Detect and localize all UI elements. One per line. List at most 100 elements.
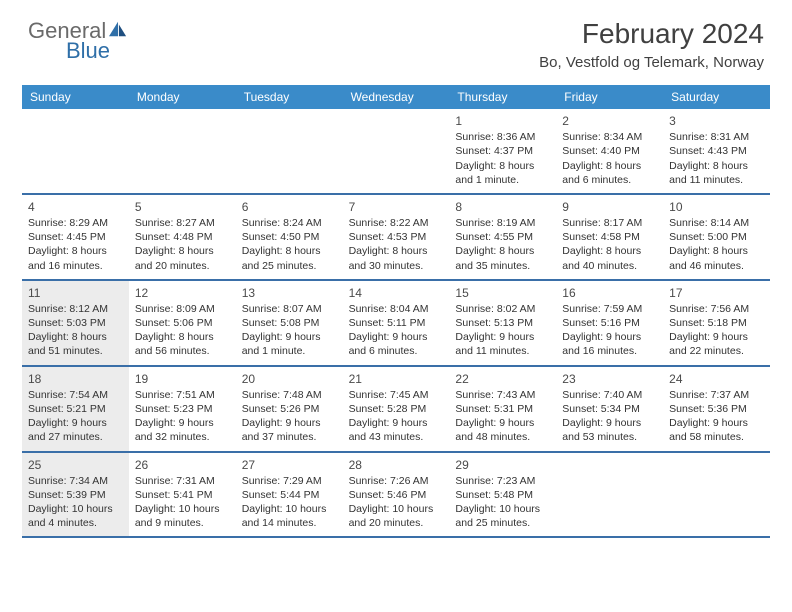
daylight-text: Daylight: 10 hours	[242, 502, 337, 516]
daylight-text: Daylight: 10 hours	[349, 502, 444, 516]
sunrise-text: Sunrise: 7:45 AM	[349, 388, 444, 402]
sunset-text: Sunset: 5:00 PM	[669, 230, 764, 244]
daylight-text: and 25 minutes.	[242, 259, 337, 273]
day-cell: 2Sunrise: 8:34 AMSunset: 4:40 PMDaylight…	[556, 109, 663, 193]
daylight-text: and 14 minutes.	[242, 516, 337, 530]
daylight-text: Daylight: 10 hours	[135, 502, 230, 516]
day-number: 18	[28, 371, 123, 387]
weekday-header: Tuesday	[236, 85, 343, 109]
sunrise-text: Sunrise: 8:31 AM	[669, 130, 764, 144]
weekday-header: Monday	[129, 85, 236, 109]
day-cell: 12Sunrise: 8:09 AMSunset: 5:06 PMDayligh…	[129, 281, 236, 365]
day-cell: 13Sunrise: 8:07 AMSunset: 5:08 PMDayligh…	[236, 281, 343, 365]
day-cell: 21Sunrise: 7:45 AMSunset: 5:28 PMDayligh…	[343, 367, 450, 451]
sail-icon	[108, 20, 128, 43]
day-cell	[343, 109, 450, 193]
sunrise-text: Sunrise: 8:34 AM	[562, 130, 657, 144]
daylight-text: and 22 minutes.	[669, 344, 764, 358]
day-cell: 16Sunrise: 7:59 AMSunset: 5:16 PMDayligh…	[556, 281, 663, 365]
day-number: 26	[135, 457, 230, 473]
sunrise-text: Sunrise: 7:54 AM	[28, 388, 123, 402]
day-number: 24	[669, 371, 764, 387]
sunrise-text: Sunrise: 8:17 AM	[562, 216, 657, 230]
day-number: 8	[455, 199, 550, 215]
day-number: 13	[242, 285, 337, 301]
daylight-text: and 9 minutes.	[135, 516, 230, 530]
daylight-text: Daylight: 9 hours	[455, 416, 550, 430]
day-cell: 20Sunrise: 7:48 AMSunset: 5:26 PMDayligh…	[236, 367, 343, 451]
daylight-text: and 32 minutes.	[135, 430, 230, 444]
sunrise-text: Sunrise: 8:04 AM	[349, 302, 444, 316]
daylight-text: and 1 minute.	[455, 173, 550, 187]
day-number: 5	[135, 199, 230, 215]
daylight-text: Daylight: 8 hours	[669, 159, 764, 173]
daylight-text: and 51 minutes.	[28, 344, 123, 358]
sunset-text: Sunset: 5:16 PM	[562, 316, 657, 330]
sunset-text: Sunset: 5:11 PM	[349, 316, 444, 330]
sunset-text: Sunset: 5:26 PM	[242, 402, 337, 416]
daylight-text: Daylight: 9 hours	[242, 416, 337, 430]
day-cell: 15Sunrise: 8:02 AMSunset: 5:13 PMDayligh…	[449, 281, 556, 365]
sunrise-text: Sunrise: 7:56 AM	[669, 302, 764, 316]
sunset-text: Sunset: 5:13 PM	[455, 316, 550, 330]
day-cell	[663, 453, 770, 537]
day-cell: 19Sunrise: 7:51 AMSunset: 5:23 PMDayligh…	[129, 367, 236, 451]
sunset-text: Sunset: 5:48 PM	[455, 488, 550, 502]
day-number: 25	[28, 457, 123, 473]
sunrise-text: Sunrise: 7:59 AM	[562, 302, 657, 316]
title-block: February 2024 Bo, Vestfold og Telemark, …	[539, 18, 764, 71]
sunrise-text: Sunrise: 8:22 AM	[349, 216, 444, 230]
daylight-text: Daylight: 8 hours	[28, 244, 123, 258]
daylight-text: Daylight: 8 hours	[349, 244, 444, 258]
daylight-text: and 53 minutes.	[562, 430, 657, 444]
daylight-text: and 35 minutes.	[455, 259, 550, 273]
daylight-text: and 37 minutes.	[242, 430, 337, 444]
daylight-text: and 56 minutes.	[135, 344, 230, 358]
sunset-text: Sunset: 4:43 PM	[669, 144, 764, 158]
day-cell: 28Sunrise: 7:26 AMSunset: 5:46 PMDayligh…	[343, 453, 450, 537]
sunset-text: Sunset: 4:48 PM	[135, 230, 230, 244]
sunrise-text: Sunrise: 7:26 AM	[349, 474, 444, 488]
sunrise-text: Sunrise: 8:29 AM	[28, 216, 123, 230]
month-title: February 2024	[539, 18, 764, 50]
day-cell: 24Sunrise: 7:37 AMSunset: 5:36 PMDayligh…	[663, 367, 770, 451]
day-number: 22	[455, 371, 550, 387]
day-number: 19	[135, 371, 230, 387]
sunrise-text: Sunrise: 7:43 AM	[455, 388, 550, 402]
sunset-text: Sunset: 4:45 PM	[28, 230, 123, 244]
sunset-text: Sunset: 4:53 PM	[349, 230, 444, 244]
sunrise-text: Sunrise: 7:51 AM	[135, 388, 230, 402]
day-cell	[22, 109, 129, 193]
day-cell: 3Sunrise: 8:31 AMSunset: 4:43 PMDaylight…	[663, 109, 770, 193]
sunset-text: Sunset: 5:03 PM	[28, 316, 123, 330]
daylight-text: and 48 minutes.	[455, 430, 550, 444]
daylight-text: and 20 minutes.	[349, 516, 444, 530]
daylight-text: Daylight: 9 hours	[562, 416, 657, 430]
day-cell: 1Sunrise: 8:36 AMSunset: 4:37 PMDaylight…	[449, 109, 556, 193]
day-number: 9	[562, 199, 657, 215]
weekday-header-row: SundayMondayTuesdayWednesdayThursdayFrid…	[22, 85, 770, 109]
sunset-text: Sunset: 4:55 PM	[455, 230, 550, 244]
day-cell: 14Sunrise: 8:04 AMSunset: 5:11 PMDayligh…	[343, 281, 450, 365]
sunset-text: Sunset: 5:28 PM	[349, 402, 444, 416]
sunset-text: Sunset: 4:37 PM	[455, 144, 550, 158]
day-number: 28	[349, 457, 444, 473]
daylight-text: Daylight: 8 hours	[455, 159, 550, 173]
sunset-text: Sunset: 5:06 PM	[135, 316, 230, 330]
sunset-text: Sunset: 5:39 PM	[28, 488, 123, 502]
sunrise-text: Sunrise: 7:37 AM	[669, 388, 764, 402]
weekday-header: Wednesday	[343, 85, 450, 109]
day-cell: 11Sunrise: 8:12 AMSunset: 5:03 PMDayligh…	[22, 281, 129, 365]
day-cell: 17Sunrise: 7:56 AMSunset: 5:18 PMDayligh…	[663, 281, 770, 365]
calendar: SundayMondayTuesdayWednesdayThursdayFrid…	[22, 85, 770, 538]
day-number: 2	[562, 113, 657, 129]
weekday-header: Friday	[556, 85, 663, 109]
day-cell: 25Sunrise: 7:34 AMSunset: 5:39 PMDayligh…	[22, 453, 129, 537]
daylight-text: Daylight: 8 hours	[135, 244, 230, 258]
day-number: 21	[349, 371, 444, 387]
day-number: 17	[669, 285, 764, 301]
week-row: 25Sunrise: 7:34 AMSunset: 5:39 PMDayligh…	[22, 453, 770, 539]
week-row: 18Sunrise: 7:54 AMSunset: 5:21 PMDayligh…	[22, 367, 770, 453]
header: GeneralBlue February 2024 Bo, Vestfold o…	[0, 0, 792, 79]
daylight-text: and 43 minutes.	[349, 430, 444, 444]
